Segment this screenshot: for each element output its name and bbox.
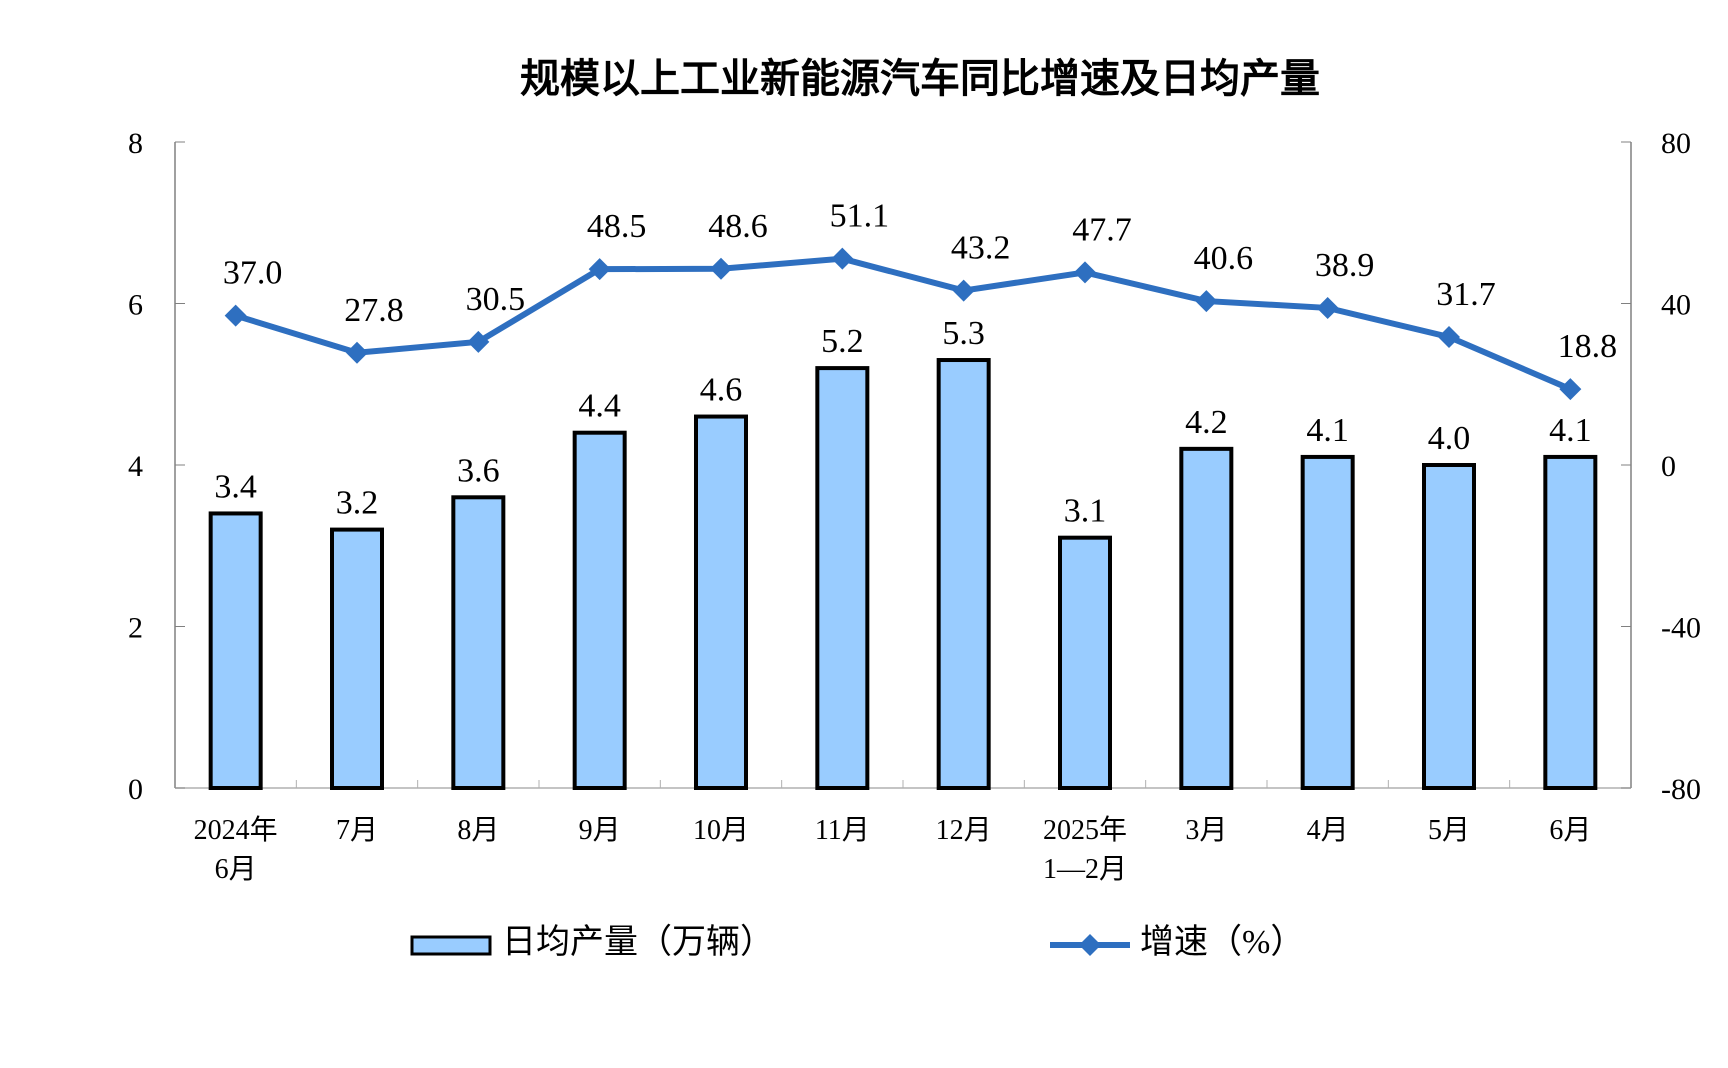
right-tick-label: -40 (1661, 612, 1701, 645)
bar-data-label: 3.1 (1064, 493, 1107, 530)
bar (694, 414, 748, 790)
x-tick-label: 1—2月 (1043, 854, 1127, 885)
legend-line-marker (1079, 934, 1101, 956)
bar (1422, 463, 1476, 790)
x-tick-label: 4月 (1307, 815, 1349, 846)
x-tick-label: 6月 (1549, 815, 1591, 846)
line-data-label: 48.6 (708, 208, 768, 245)
bar-data-label: 4.4 (578, 388, 621, 425)
left-tick-label: 8 (128, 127, 143, 160)
line-data-label: 51.1 (830, 198, 890, 235)
line-marker (1438, 326, 1460, 349)
legend-bar-swatch (410, 935, 492, 956)
line-data-label: 43.2 (951, 230, 1011, 267)
line-data-label: 38.9 (1315, 247, 1375, 284)
line-data-label: 30.5 (466, 281, 526, 318)
bar (208, 511, 263, 790)
x-tick-label: 2024年 (194, 814, 278, 846)
bar-data-label: 3.4 (214, 468, 257, 505)
line-data-label: 40.6 (1194, 240, 1254, 277)
x-tick-label: 11月 (815, 815, 870, 846)
bar-data-label: 3.6 (457, 452, 500, 489)
chart-title: 规模以上工业新能源汽车同比增速及日均产量 (520, 56, 1320, 102)
line-marker (224, 304, 247, 327)
legend-bar-label: 日均产量（万辆） (502, 923, 774, 961)
right-tick-label: 80 (1661, 127, 1691, 160)
bar-data-label: 3.2 (336, 485, 379, 522)
x-tick-label: 8月 (457, 815, 499, 846)
line-marker (831, 247, 854, 270)
line-data-label: 18.8 (1558, 328, 1618, 365)
bar-data-label: 5.2 (821, 323, 864, 360)
x-tick-label: 9月 (579, 815, 621, 846)
right-tick-label: 0 (1661, 450, 1676, 483)
bar-data-label: 4.1 (1306, 412, 1349, 449)
x-tick-label: 6月 (215, 854, 257, 885)
bar (936, 358, 991, 790)
legend-line-label: 增速（%） (1140, 923, 1304, 961)
line-marker (710, 257, 732, 280)
bar (1179, 446, 1234, 790)
line-marker (588, 258, 611, 281)
bar-data-label: 5.3 (942, 315, 985, 352)
x-tick-label: 7月 (336, 815, 378, 846)
line-data-label: 27.8 (344, 292, 404, 329)
line-marker (1316, 296, 1339, 319)
line-marker (1195, 290, 1218, 313)
x-tick-label: 10月 (693, 815, 749, 846)
bar (1300, 454, 1355, 790)
right-tick-label: 40 (1661, 289, 1691, 322)
bar (815, 366, 870, 790)
left-tick-label: 0 (128, 773, 143, 806)
line-marker (952, 279, 975, 302)
line-marker (346, 341, 368, 364)
left-tick-label: 2 (128, 612, 143, 645)
left-tick-label: 6 (128, 289, 143, 322)
line-data-label: 48.5 (587, 208, 647, 245)
left-tick-label: 4 (128, 450, 143, 483)
bar-data-label: 4.6 (700, 372, 743, 409)
bar (451, 495, 506, 790)
line-data-label: 47.7 (1072, 211, 1132, 248)
bar (330, 527, 384, 790)
line-marker (467, 330, 490, 353)
bar-data-label: 4.2 (1185, 404, 1228, 441)
right-tick-label: -80 (1661, 773, 1701, 806)
bar-data-label: 4.0 (1428, 420, 1471, 457)
x-tick-label: 3月 (1185, 815, 1227, 846)
x-tick-label: 5月 (1428, 815, 1470, 846)
bar (1058, 535, 1112, 790)
bar-data-label: 4.1 (1549, 412, 1592, 449)
x-tick-label: 2025年 (1043, 814, 1127, 846)
line-marker (1559, 378, 1582, 401)
line-data-label: 37.0 (223, 255, 283, 292)
x-tick-label: 12月 (936, 815, 992, 846)
bar (1543, 454, 1598, 790)
line-data-label: 31.7 (1436, 276, 1496, 313)
bar (572, 430, 627, 790)
line-marker (1074, 261, 1096, 284)
growth-line (234, 255, 1572, 392)
